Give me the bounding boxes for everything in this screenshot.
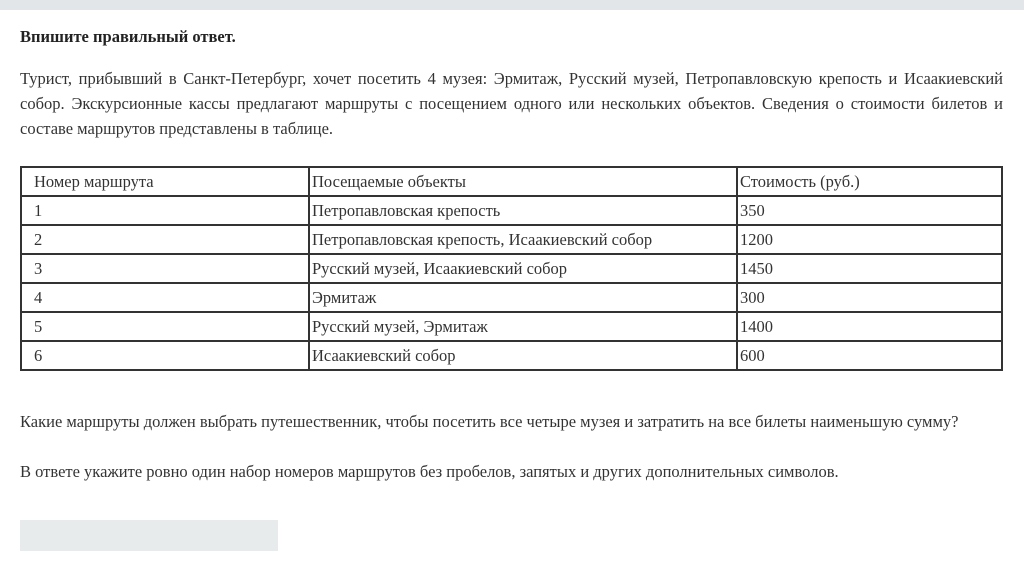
header-objects: Посещаемые объекты	[308, 166, 738, 197]
cell-route-number: 2	[20, 224, 310, 255]
cell-cost: 1400	[736, 311, 1003, 342]
cell-objects: Петропавловская крепость, Исаакиевский с…	[308, 224, 738, 255]
routes-table: Номер маршрута Посещаемые объекты Стоимо…	[20, 166, 1003, 371]
cell-route-number: 4	[20, 282, 310, 313]
cell-cost: 350	[736, 195, 1003, 226]
question-text: Какие маршруты должен выбрать путешестве…	[20, 412, 959, 431]
table-row: 2 Петропавловская крепость, Исаакиевский …	[20, 224, 1003, 255]
cell-cost: 1450	[736, 253, 1003, 284]
table-row: 3 Русский музей, Исаакиевский собор 1450	[20, 253, 1003, 284]
cell-objects: Исаакиевский собор	[308, 340, 738, 371]
header-cost: Стоимость (руб.)	[736, 166, 1003, 197]
table-header-row: Номер маршрута Посещаемые объекты Стоимо…	[20, 166, 1003, 197]
table-row: 6 Исаакиевский собор 600	[20, 340, 1003, 371]
cell-objects: Эрмитаж	[308, 282, 738, 313]
cell-route-number: 1	[20, 195, 310, 226]
header-route-number: Номер маршрута	[20, 166, 310, 197]
cell-cost: 300	[736, 282, 1003, 313]
instruction-heading: Впишите правильный ответ.	[20, 27, 236, 46]
top-bar	[0, 0, 1024, 10]
cell-route-number: 5	[20, 311, 310, 342]
cell-objects: Петропавловская крепость	[308, 195, 738, 226]
cell-objects: Русский музей, Эрмитаж	[308, 311, 738, 342]
answer-input[interactable]	[20, 520, 278, 551]
cell-cost: 1200	[736, 224, 1003, 255]
problem-intro: Турист, прибывший в Санкт-Петербург, хоч…	[20, 69, 1003, 138]
table-row: 4 Эрмитаж 300	[20, 282, 1003, 313]
cell-route-number: 6	[20, 340, 310, 371]
cell-objects: Русский музей, Исаакиевский собор	[308, 253, 738, 284]
cell-route-number: 3	[20, 253, 310, 284]
table-row: 5 Русский музей, Эрмитаж 1400	[20, 311, 1003, 342]
cell-cost: 600	[736, 340, 1003, 371]
answer-note: В ответе укажите ровно один набор номеро…	[20, 462, 839, 481]
table-row: 1 Петропавловская крепость 350	[20, 195, 1003, 226]
